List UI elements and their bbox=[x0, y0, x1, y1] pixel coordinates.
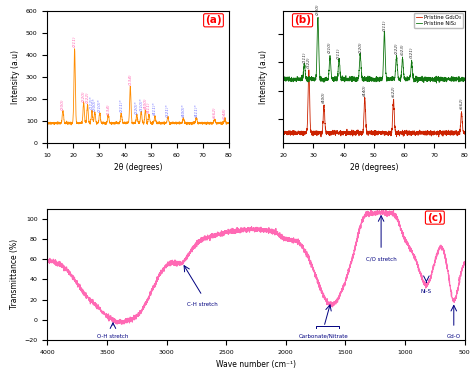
Text: (222): (222) bbox=[394, 42, 399, 54]
Pristine NiS₂ bbox=[280, 78, 286, 82]
Pristine Gd₂O₃ bbox=[306, 68, 312, 72]
Text: (134): (134) bbox=[106, 103, 110, 115]
Text: (200): (200) bbox=[61, 98, 65, 110]
Text: (400): (400) bbox=[143, 97, 147, 109]
Legend: Pristine Gd₂O₃, Pristine NiS₂: Pristine Gd₂O₃, Pristine NiS₂ bbox=[414, 13, 463, 28]
Text: (134): (134) bbox=[128, 74, 132, 85]
Pristine NiS₂ bbox=[434, 81, 439, 85]
Text: (321): (321) bbox=[410, 46, 414, 58]
Text: (400)*: (400)* bbox=[182, 103, 185, 117]
Pristine Gd₂O₃ bbox=[423, 131, 429, 135]
Text: (662): (662) bbox=[459, 98, 464, 110]
Pristine NiS₂ bbox=[364, 77, 369, 82]
Y-axis label: Transmittance (%): Transmittance (%) bbox=[10, 239, 19, 310]
Text: Ni-S: Ni-S bbox=[421, 288, 432, 294]
Pristine Gd₂O₃ bbox=[290, 133, 295, 137]
Pristine NiS₂ bbox=[456, 76, 462, 80]
Pristine NiS₂ bbox=[369, 76, 374, 81]
Text: (211)*: (211)* bbox=[119, 98, 123, 112]
Text: (411)*: (411)* bbox=[194, 103, 199, 117]
Text: (220): (220) bbox=[358, 41, 362, 53]
Pristine NiS₂ bbox=[315, 15, 321, 20]
Text: (321)*: (321)* bbox=[166, 102, 170, 116]
Pristine Gd₂O₃ bbox=[456, 132, 462, 136]
Text: (411): (411) bbox=[147, 101, 151, 113]
Pristine Gd₂O₃ bbox=[369, 130, 374, 135]
Text: (662): (662) bbox=[212, 107, 217, 118]
Pristine NiS₂ bbox=[456, 77, 462, 82]
Text: (222): (222) bbox=[86, 92, 90, 104]
Text: (112)*: (112)* bbox=[90, 95, 94, 109]
Text: (048): (048) bbox=[223, 107, 227, 119]
Text: (210)*: (210)* bbox=[98, 98, 102, 112]
Pristine NiS₂ bbox=[290, 78, 295, 82]
Y-axis label: Intensity (a.u): Intensity (a.u) bbox=[259, 50, 268, 104]
Text: (310)*: (310)* bbox=[139, 98, 143, 112]
X-axis label: Wave number (cm⁻¹): Wave number (cm⁻¹) bbox=[216, 361, 296, 369]
Text: (411)*: (411)* bbox=[153, 101, 157, 115]
Text: (b): (b) bbox=[294, 15, 311, 25]
Text: (440): (440) bbox=[363, 84, 367, 96]
Pristine NiS₂ bbox=[462, 78, 467, 82]
Text: (622): (622) bbox=[392, 85, 395, 97]
Pristine Gd₂O₃ bbox=[456, 129, 462, 133]
Line: Pristine Gd₂O₃: Pristine Gd₂O₃ bbox=[283, 70, 465, 137]
Text: (220)*: (220)* bbox=[135, 101, 139, 115]
Text: (200)*: (200)* bbox=[93, 97, 97, 111]
Pristine NiS₂ bbox=[423, 79, 429, 83]
Text: Gd-O: Gd-O bbox=[447, 334, 461, 339]
X-axis label: 2θ (degrees): 2θ (degrees) bbox=[114, 163, 162, 172]
Y-axis label: Intensity (a.u): Intensity (a.u) bbox=[11, 50, 20, 104]
Pristine Gd₂O₃ bbox=[436, 135, 442, 139]
Text: (220): (220) bbox=[82, 90, 86, 102]
Pristine Gd₂O₃ bbox=[280, 129, 286, 133]
Text: (023): (023) bbox=[401, 43, 404, 55]
Text: O-H stretch: O-H stretch bbox=[97, 334, 128, 339]
Text: (311): (311) bbox=[383, 19, 386, 31]
Pristine Gd₂O₃ bbox=[364, 129, 369, 134]
Text: (a): (a) bbox=[205, 15, 222, 25]
Text: (c): (c) bbox=[427, 212, 443, 223]
Text: (210): (210) bbox=[328, 42, 332, 53]
X-axis label: 2θ (degrees): 2θ (degrees) bbox=[350, 163, 398, 172]
Text: C/O stretch: C/O stretch bbox=[366, 256, 396, 261]
Line: Pristine NiS₂: Pristine NiS₂ bbox=[283, 17, 465, 83]
Text: (111): (111) bbox=[302, 51, 306, 63]
Text: (322): (322) bbox=[307, 56, 311, 68]
Text: (211): (211) bbox=[73, 36, 77, 47]
Text: Carbonate/Nitrate: Carbonate/Nitrate bbox=[299, 333, 349, 338]
Text: (400): (400) bbox=[322, 92, 326, 104]
Text: (200): (200) bbox=[316, 4, 320, 15]
Text: (211): (211) bbox=[337, 47, 341, 59]
Text: C-H stretch: C-H stretch bbox=[187, 302, 218, 307]
Pristine Gd₂O₃ bbox=[462, 131, 467, 136]
